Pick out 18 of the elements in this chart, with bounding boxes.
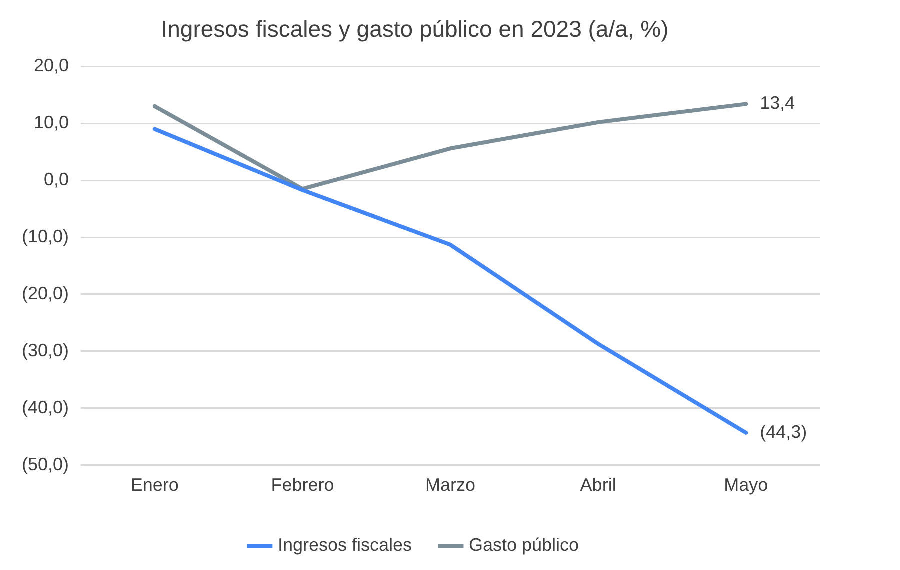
x-tick-label: Enero bbox=[130, 475, 179, 496]
y-tick-label: 10,0 bbox=[34, 112, 70, 133]
y-tick-label: (20,0) bbox=[22, 283, 70, 304]
legend-label: Ingresos fiscales bbox=[278, 534, 412, 555]
y-tick-label: 0,0 bbox=[44, 170, 70, 190]
y-tick-label: (30,0) bbox=[22, 340, 70, 360]
y-tick-label: 20,0 bbox=[34, 56, 70, 76]
x-tick-label: Mayo bbox=[724, 475, 768, 496]
x-tick-label: Abril bbox=[580, 475, 616, 496]
data-label: 13,4 bbox=[760, 93, 796, 114]
x-tick-label: Febrero bbox=[271, 475, 334, 496]
y-tick-label: (10,0) bbox=[22, 226, 70, 246]
y-tick-label: (50,0) bbox=[22, 454, 70, 474]
data-label: (44,3) bbox=[760, 422, 808, 442]
legend-label: Gasto público bbox=[468, 534, 580, 555]
y-tick-label: (40,0) bbox=[22, 397, 70, 418]
x-tick-label: Marzo bbox=[426, 475, 476, 496]
chart-title: Ingresos fiscales y gasto público en 2023 (a/a, %) bbox=[161, 16, 669, 42]
